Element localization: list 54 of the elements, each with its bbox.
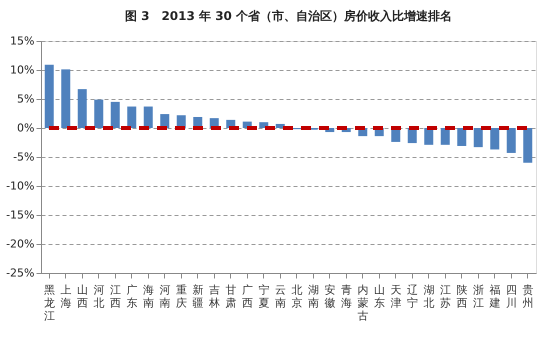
- x-tick-label: 海南: [142, 284, 154, 310]
- y-tick-label: -15%: [6, 208, 34, 222]
- y-tick-label: -5%: [13, 150, 34, 164]
- x-tick-label: 甘肃: [225, 284, 236, 310]
- x-tick-label: 湖北: [423, 284, 434, 310]
- y-tick-label: 5%: [17, 92, 34, 106]
- x-tick-label: 辽宁: [406, 284, 418, 310]
- bar: [424, 128, 434, 145]
- x-tick-label: 湖南: [308, 284, 319, 310]
- bar: [61, 69, 70, 128]
- x-tick-label: 内蒙古: [357, 284, 368, 322]
- y-tick-label: -25%: [6, 266, 34, 280]
- x-tick-label: 新疆: [192, 284, 204, 310]
- bar: [440, 128, 450, 145]
- x-tick-label: 浙江: [472, 284, 484, 310]
- x-tick-label: 河北: [93, 284, 104, 310]
- x-tick-label: 四川: [506, 284, 517, 310]
- bar: [474, 128, 483, 148]
- x-tick-label: 天津: [390, 284, 402, 310]
- bar: [490, 128, 500, 150]
- x-tick-label: 吉林: [208, 284, 220, 310]
- y-tick-label: 0%: [17, 122, 34, 134]
- bar: [110, 102, 120, 128]
- x-tick-label: 广西: [242, 284, 253, 310]
- bar: [523, 128, 532, 163]
- x-tick-label: 宁夏: [258, 284, 270, 310]
- bar: [44, 64, 54, 128]
- x-tick-label: 广东: [126, 284, 138, 310]
- bar: [78, 89, 87, 128]
- bar: [144, 106, 153, 128]
- x-tick-label: 河南: [159, 284, 170, 310]
- x-tick-label: 江苏: [440, 284, 451, 310]
- x-tick-label: 山西: [76, 284, 88, 310]
- x-tick-label: 陕西: [456, 284, 468, 310]
- x-tick-label: 贵州: [522, 284, 534, 310]
- bar: [94, 100, 104, 128]
- x-tick-label: 江西: [110, 284, 121, 310]
- x-tick-label: 福建: [488, 284, 500, 310]
- x-tick-label: 重庆: [176, 284, 187, 310]
- x-tick-label: 上海: [60, 284, 72, 310]
- x-tick-label: 云南: [274, 284, 286, 310]
- x-tick-label: 山东: [374, 284, 385, 310]
- bar: [457, 128, 466, 146]
- x-tick-label: 北京: [291, 284, 302, 310]
- y-tick-label: 15%: [10, 34, 34, 48]
- y-tick-label: -10%: [6, 180, 34, 192]
- bar: [506, 128, 516, 153]
- chart-title: 图 3 2013 年 30 个省（市、自治区）房价收入比增速排名: [124, 9, 452, 23]
- x-tick-label: 青海: [340, 284, 352, 310]
- y-tick-label: 10%: [10, 64, 34, 76]
- x-tick-label: 安徽: [324, 284, 336, 310]
- y-tick-label: -20%: [6, 238, 34, 250]
- bar: [127, 106, 136, 128]
- x-tick-label: 黑龙江: [44, 284, 55, 322]
